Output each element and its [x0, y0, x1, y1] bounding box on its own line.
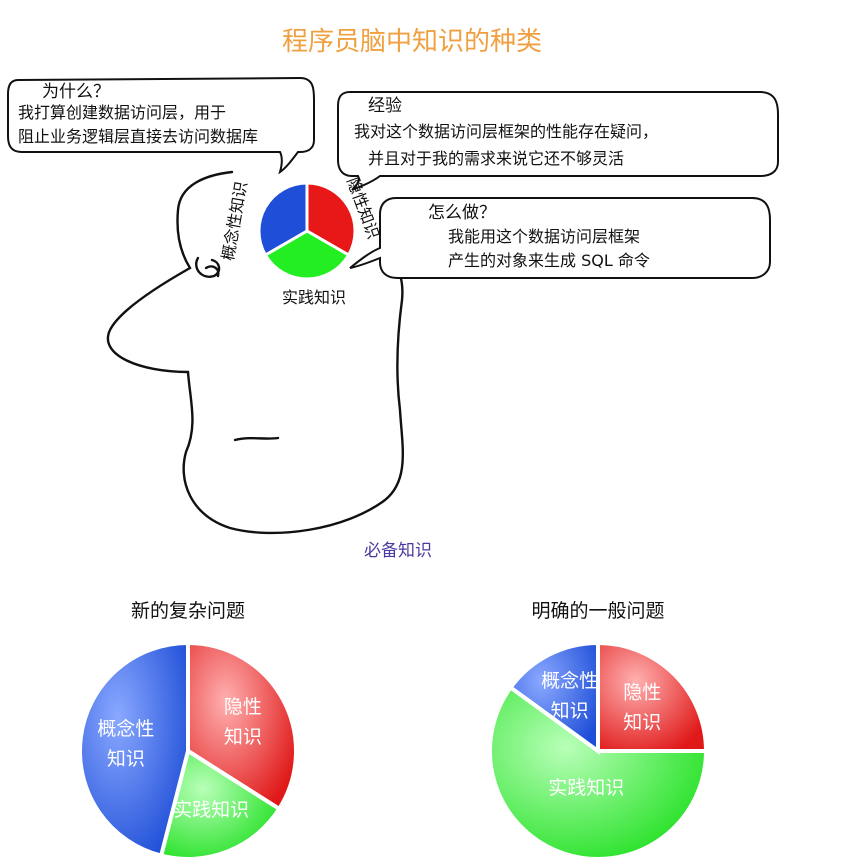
pie-slice-label: 实践知识	[548, 777, 624, 799]
pie-chart-title: 新的复杂问题	[131, 600, 245, 622]
diagram-title: 程序员脑中知识的种类	[282, 27, 542, 57]
bubble-experience-heading: 经验	[368, 96, 402, 116]
pie-chart-title: 明确的一般问题	[531, 600, 664, 622]
speech-bubble-experience: 经验 我对这个数据访问层框架的性能存在疑问， 并且对于我的需求来说它还不够灵活	[338, 92, 778, 190]
bubble-why-line: 阻止业务逻辑层直接去访问数据库	[18, 127, 258, 146]
pie-slice-label: 实践知识	[173, 799, 249, 821]
head-pie: 概念性知识 隐性知识 实践知识	[218, 175, 383, 307]
head-pie-concept-label: 概念性知识	[218, 180, 251, 262]
bubble-experience-line: 我对这个数据访问层框架的性能存在疑问，	[354, 122, 658, 141]
speech-bubble-why: 为什么？ 我打算创建数据访问层，用于 阻止业务逻辑层直接去访问数据库	[8, 78, 314, 172]
head-pie-practical-label: 实践知识	[282, 288, 346, 307]
bubble-how-line: 我能用这个数据访问层框架	[448, 227, 640, 246]
bubble-experience-line: 并且对于我的需求来说它还不够灵活	[368, 149, 624, 168]
required-knowledge-label: 必备知识	[364, 541, 432, 561]
bubble-how-heading: 怎么做？	[428, 203, 496, 223]
bubble-why-heading: 为什么？	[42, 82, 110, 102]
programmer-head-drawing	[108, 172, 403, 533]
speech-bubble-how: 怎么做？ 我能用这个数据访问层框架 产生的对象来生成 SQL 命令	[350, 198, 770, 278]
bubble-why-line: 我打算创建数据访问层，用于	[18, 103, 226, 122]
bubble-how-line: 产生的对象来生成 SQL 命令	[448, 251, 650, 270]
